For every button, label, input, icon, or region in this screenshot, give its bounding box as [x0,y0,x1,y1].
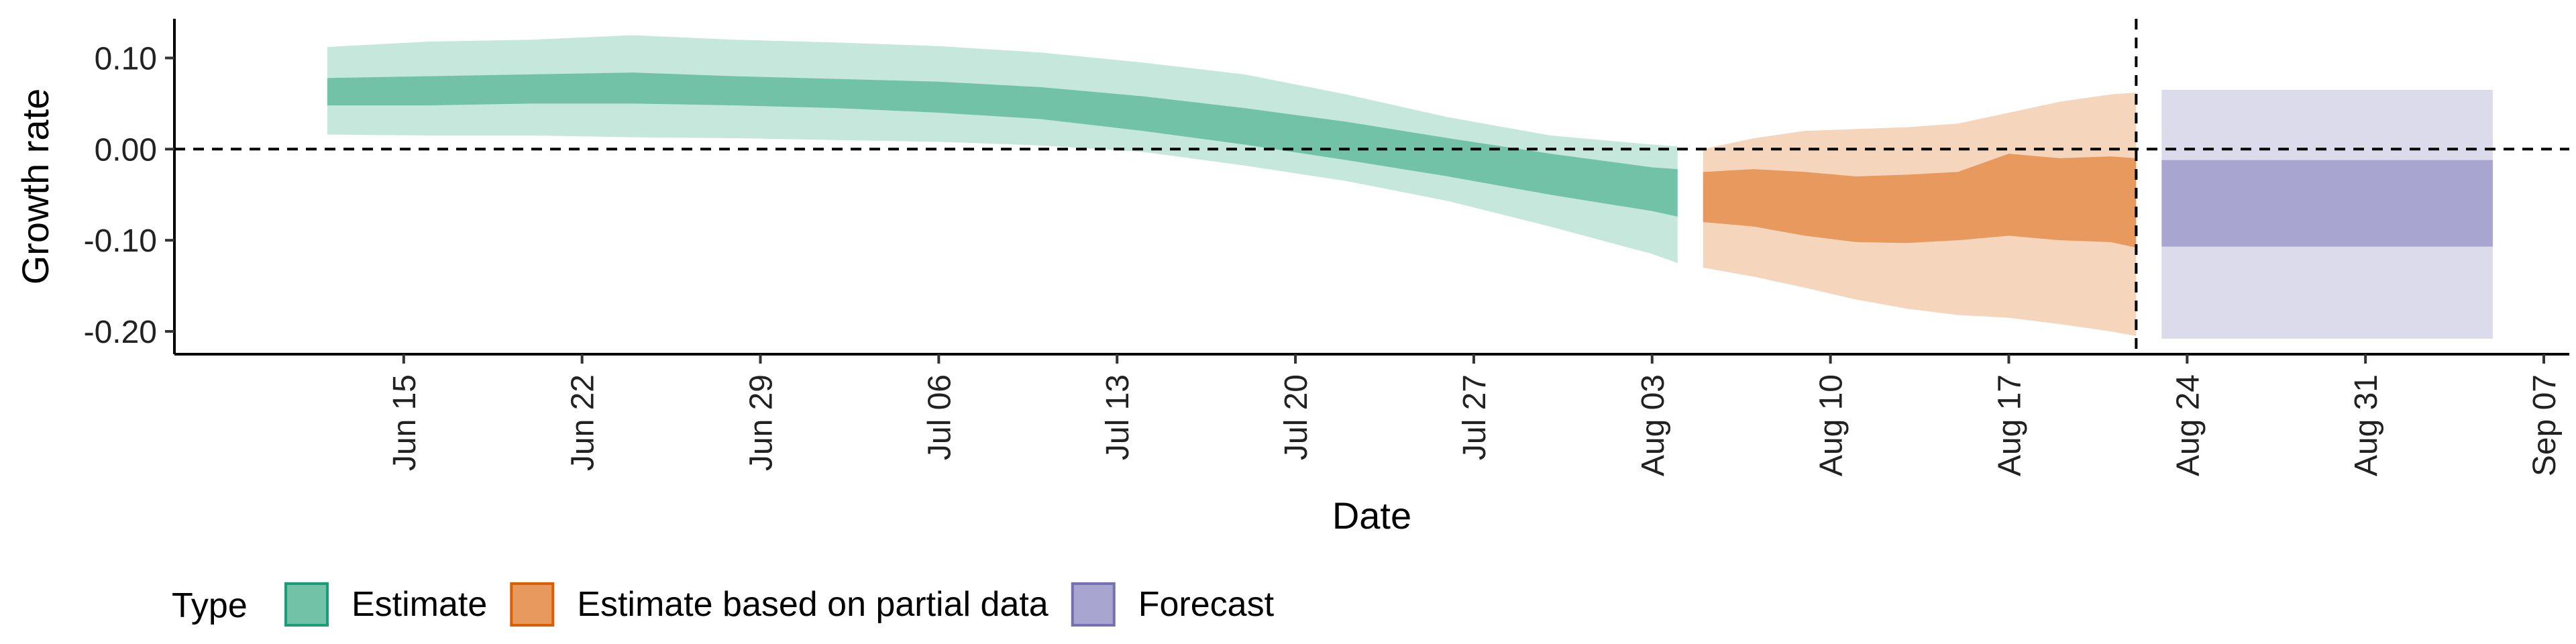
y-tick-label: 0.10 [95,41,157,76]
band-inner-1 [1703,154,2137,248]
x-tick-label: Jun 15 [387,374,423,471]
x-tick-label: Aug 17 [1992,374,2027,476]
x-tick-label: Jul 13 [1100,374,1136,460]
axes [165,19,2569,364]
band-inner-0 [327,72,1678,217]
x-tick-label: Aug 10 [1814,374,1849,476]
legend-label: Forecast [1138,585,1275,624]
legend-key-1 [510,582,555,627]
legend-label: Estimate [352,585,487,624]
tick-labels: 0.10 0.00 -0.10 -0.20 Jun 15 Jun 22 Jun 29 Jul … [84,41,2563,476]
interval-bands [327,35,2493,339]
x-tick-label: Jul 27 [1457,374,1493,460]
y-tick-label: 0.00 [95,132,157,168]
legend-title: Type [172,586,248,625]
y-tick-label: -0.10 [84,223,157,259]
x-tick-label: Aug 24 [2170,374,2206,476]
x-tick-label: Jun 29 [744,374,780,471]
legend: Type Estimate Estimate based on partial da… [172,582,1275,627]
reference-lines [174,19,2569,354]
x-tick-label: Jul 20 [1279,374,1314,460]
legend-key-0 [284,582,329,627]
x-tick-label: Jun 22 [566,374,601,471]
y-axis-title: Growth rate [14,89,56,285]
x-tick-label: Jul 06 [922,374,957,460]
x-tick-label: Sep 07 [2527,374,2563,476]
band-inner-2 [2161,160,2493,247]
x-axis-title: Date [1332,494,1411,537]
x-tick-label: Aug 03 [1635,374,1671,476]
legend-key-2 [1071,582,1116,627]
x-tick-label: Aug 31 [2349,374,2384,476]
y-tick-label: -0.20 [84,315,157,350]
legend-label: Estimate based on partial data [577,585,1049,624]
